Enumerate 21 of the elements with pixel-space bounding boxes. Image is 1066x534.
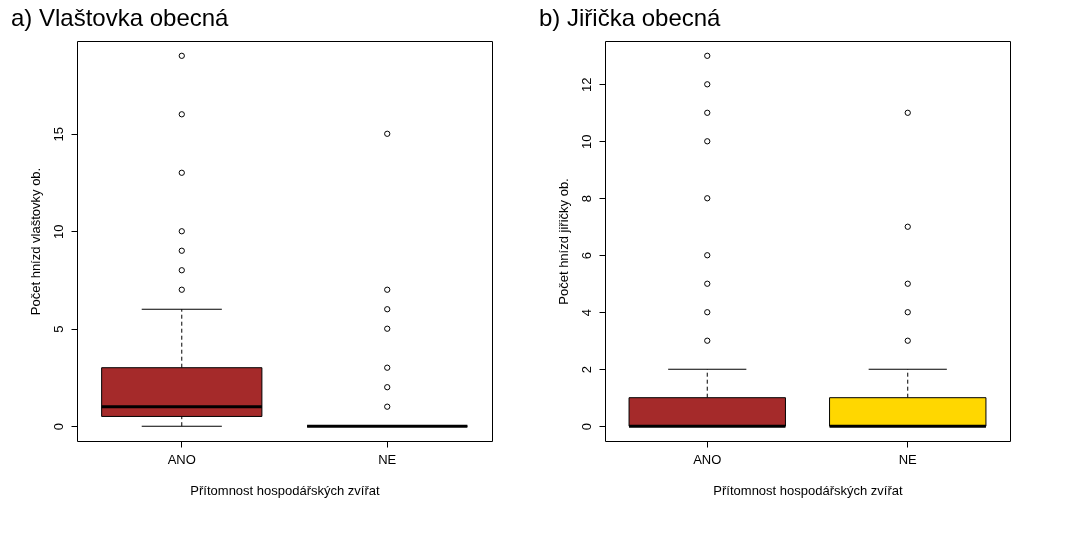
x-axis-title: Přítomnost hospodářských zvířat [190, 482, 381, 498]
y-tick-label: 4 [578, 309, 594, 317]
y-tick-label: 8 [578, 195, 594, 203]
y-tick-label: 0 [578, 423, 594, 431]
y-tick-label: 15 [50, 127, 66, 142]
chart-title: b) Jiřička obecná [539, 4, 722, 31]
x-axis-title: Přítomnost hospodářských zvířat [713, 482, 904, 498]
y-tick-label: 10 [50, 224, 66, 239]
x-tick-label: NE [378, 451, 397, 467]
y-tick-label: 10 [578, 134, 594, 150]
y-tick-label: 5 [50, 325, 66, 333]
y-tick-label: 2 [578, 366, 594, 374]
y-tick-label: 6 [578, 252, 594, 260]
y-tick-label: 0 [50, 423, 66, 431]
x-tick-label: ANO [167, 451, 196, 467]
x-tick-label: NE [898, 451, 918, 467]
x-tick-label: ANO [693, 451, 722, 467]
y-tick-label: 12 [578, 77, 594, 93]
y-axis-title: Počet hnízd vlaštovky ob. [27, 167, 43, 316]
chart-title: a) Vlaštovka obecná [11, 4, 230, 31]
y-axis-title: Počet hnízd jiřičky ob. [555, 178, 571, 305]
